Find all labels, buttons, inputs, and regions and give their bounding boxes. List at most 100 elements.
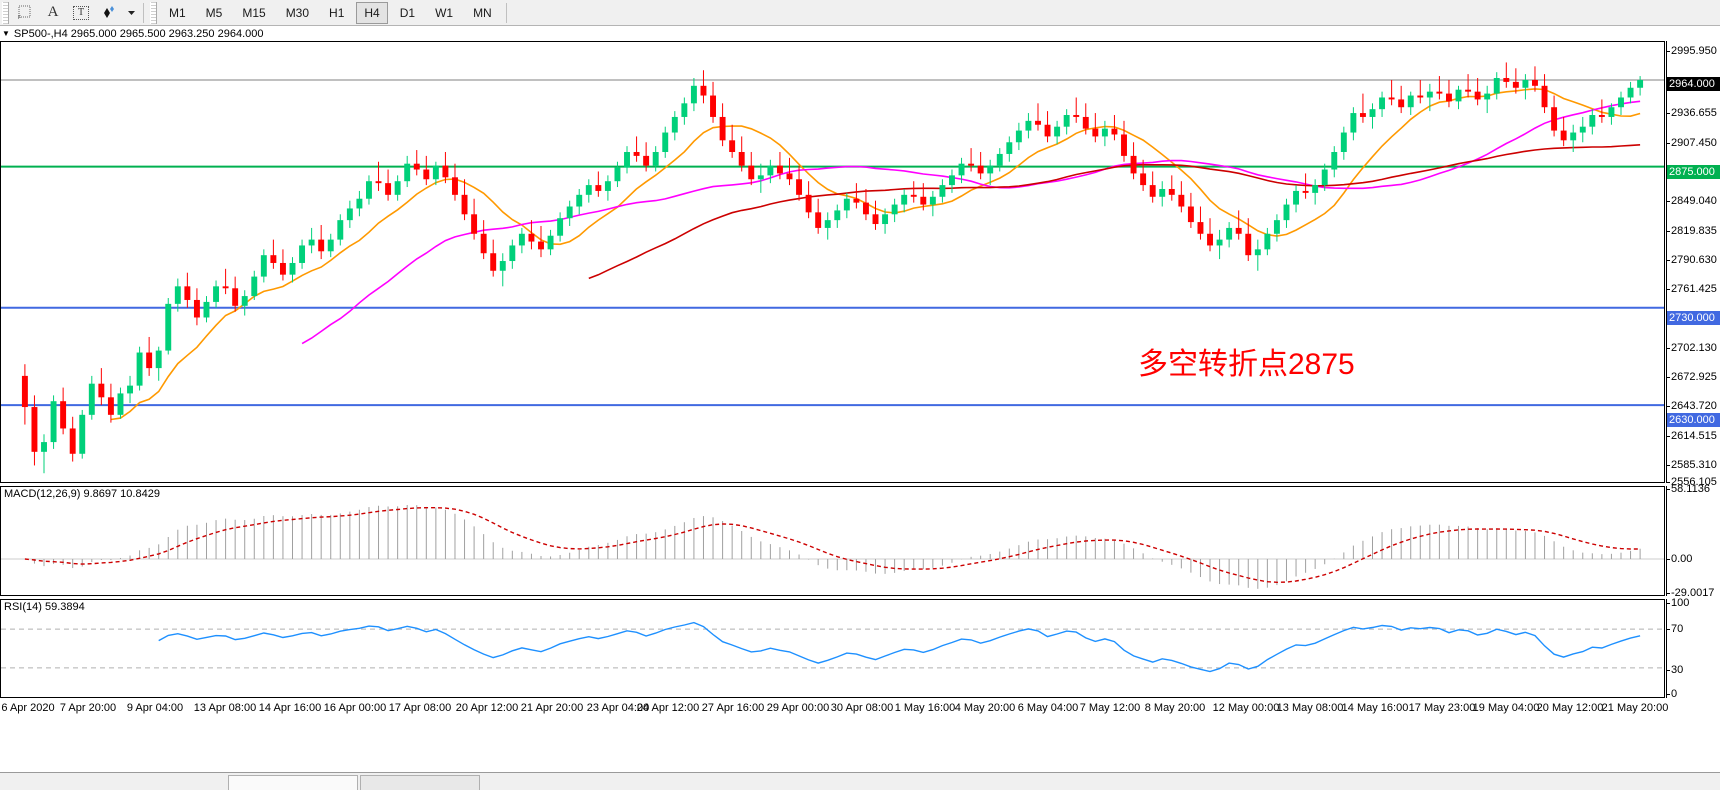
axis-tick: [1667, 602, 1670, 604]
axis-tick: [1667, 593, 1670, 595]
toolbar-gripper-1[interactable]: [2, 1, 9, 24]
time-axis-label: 6 Apr 2020: [1, 702, 55, 714]
time-axis-label: 9 Apr 04:00: [126, 702, 184, 714]
axis-tick: [1667, 559, 1670, 561]
timeframe-mn[interactable]: MN: [473, 5, 492, 20]
timeframe-m1[interactable]: M1: [169, 5, 186, 20]
toolbar-separator-2: [505, 2, 507, 23]
time-axis-label: 24 Apr 12:00: [636, 702, 700, 714]
time-axis-label: 27 Apr 16:00: [701, 702, 765, 714]
axis-tick: [1667, 670, 1670, 672]
bottom-status-strip: [0, 772, 1720, 790]
timeframe-d1[interactable]: D1: [399, 5, 416, 20]
axis-label: 0.00: [1671, 553, 1693, 566]
time-axis-label: 20 Apr 12:00: [455, 702, 519, 714]
axis-tick: [1667, 142, 1670, 144]
axis-label: 2907.450: [1671, 136, 1717, 149]
time-axis[interactable]: 6 Apr 2020 7 Apr 20:00 9 Apr 04:00 13 Apr 0…: [0, 699, 1720, 721]
price-chart-pane[interactable]: [0, 41, 1665, 483]
axis-tick: [1667, 230, 1670, 232]
macd-pane[interactable]: MACD(12,26,9) 9.8697 10.8429: [0, 486, 1665, 596]
rsi-pane[interactable]: RSI(14) 59.3894: [0, 599, 1665, 698]
shapes-icon[interactable]: [96, 1, 122, 25]
svg-text:F: F: [18, 15, 21, 20]
axis-tick: [1667, 113, 1670, 115]
axis-label: 2556.105: [1671, 476, 1717, 489]
timeframe-h1[interactable]: H1: [329, 5, 345, 20]
rsi-plot: [1, 621, 1664, 673]
rsi-label: RSI(14) 59.3894: [4, 601, 85, 613]
axis-label: 2790.630: [1671, 253, 1717, 266]
crosshair-icon[interactable]: F: [12, 1, 38, 25]
time-axis-label: 23 Apr 04:00: [586, 702, 650, 714]
axis-tick: [1667, 259, 1670, 261]
time-axis-label: 12 May 00:00: [1212, 702, 1280, 714]
timeframe-m5[interactable]: M5: [205, 5, 223, 20]
axis-tick: [1667, 628, 1670, 630]
axis-label: 58.1136: [1671, 483, 1710, 496]
price-axis[interactable]: 2995.950 2964.000 2936.655 2907.450 2875.000…: [1666, 41, 1720, 488]
axis-label: 30: [1671, 664, 1684, 677]
time-axis-label: 13 Apr 08:00: [193, 702, 257, 714]
axis-label: 0: [1671, 688, 1678, 701]
axis-label: -29.0017: [1671, 587, 1715, 600]
time-axis-label: 17 Apr 08:00: [388, 702, 452, 714]
timeframe-w1[interactable]: W1: [435, 5, 454, 20]
chart-tab-1[interactable]: [228, 775, 358, 790]
time-axis-label: 7 Apr 20:00: [59, 702, 117, 714]
axis-badge-2964-000: 2964.000: [1667, 76, 1720, 91]
time-axis-label: 30 Apr 08:00: [830, 702, 894, 714]
price-candles: [1, 62, 1664, 474]
time-axis-label: 29 Apr 00:00: [766, 702, 830, 714]
time-axis-label: 20 May 12:00: [1536, 702, 1604, 714]
axis-tick: [1667, 201, 1670, 202]
text-label-icon[interactable]: A: [47, 4, 59, 20]
toolbar-gripper-2[interactable]: [150, 1, 157, 24]
axis-label: 100: [1671, 596, 1690, 609]
time-axis-label: 7 May 12:00: [1079, 702, 1141, 714]
axis-badge-2875-000: 2875.000: [1667, 164, 1720, 179]
time-axis-label: 16 Apr 00:00: [323, 702, 387, 714]
chevron-down-icon[interactable]: [124, 1, 138, 25]
axis-label: 2995.950: [1671, 44, 1717, 57]
rsi-axis[interactable]: 100 70 30 0: [1666, 596, 1720, 701]
axis-label: 2936.655: [1671, 107, 1717, 120]
axis-tick: [1667, 347, 1670, 349]
time-axis-label: 17 May 23:00: [1408, 702, 1476, 714]
time-axis-label: 14 Apr 16:00: [258, 702, 322, 714]
axis-label: 2819.835: [1671, 224, 1717, 237]
macd-plot: [1, 504, 1664, 589]
axis-tick: [1667, 482, 1670, 484]
timeframe-h4[interactable]: H4: [356, 1, 388, 24]
axis-label: 2702.130: [1671, 341, 1717, 354]
axis-badge-2630-000: 2630.000: [1667, 413, 1720, 428]
time-axis-label: 1 May 16:00: [894, 702, 956, 714]
axis-tick: [1667, 464, 1670, 466]
collapse-caret-icon[interactable]: ▼: [2, 29, 10, 38]
chart-tab-2[interactable]: [360, 775, 480, 790]
axis-tick: [1667, 288, 1670, 290]
axis-label: 2672.925: [1671, 370, 1717, 383]
axis-label: 70: [1671, 622, 1684, 635]
macd-axis[interactable]: 58.1136 0.00 -29.0017: [1666, 483, 1720, 600]
macd-label: MACD(12,26,9) 9.8697 10.8429: [4, 488, 160, 500]
axis-label: 2614.515: [1671, 429, 1717, 442]
toolbar-separator: [143, 2, 144, 23]
timeframe-m30[interactable]: M30: [285, 5, 310, 20]
timeframe-m15[interactable]: M15: [242, 5, 266, 20]
axis-tick: [1667, 489, 1670, 491]
time-axis-label: 21 May 20:00: [1601, 702, 1669, 714]
axis-tick: [1667, 376, 1670, 378]
axis-badge-2730-000: 2730.000: [1667, 311, 1720, 326]
chart-annotation-text: 多空转折点2875: [1138, 348, 1355, 381]
time-axis-label: 21 Apr 20:00: [520, 702, 584, 714]
time-axis-label: 14 May 16:00: [1341, 702, 1409, 714]
toolbar: F A T M1 M5 M15 M30 H1 H4 D1 W1 MN: [0, 0, 1720, 26]
text-box-icon[interactable]: T: [68, 1, 94, 25]
axis-label: 2643.720: [1671, 400, 1717, 413]
time-axis-label: 4 May 20:00: [954, 702, 1016, 714]
axis-tick: [1667, 406, 1670, 408]
time-axis-label: 6 May 04:00: [1017, 702, 1079, 714]
axis-label: 2849.040: [1671, 195, 1717, 207]
